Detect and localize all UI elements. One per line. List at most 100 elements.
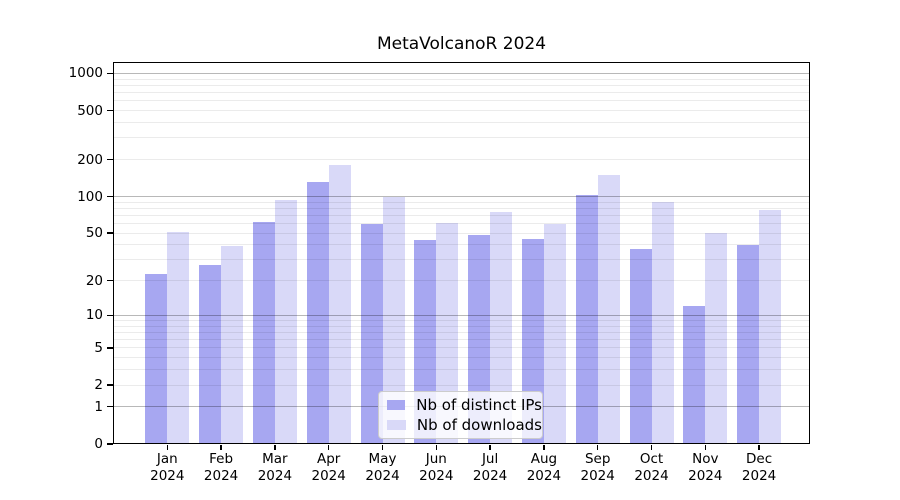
y-tick-label: 5 xyxy=(94,339,103,356)
bar-ips-nov xyxy=(683,306,706,444)
x-label-year: 2024 xyxy=(419,467,454,484)
bar-downloads-jul xyxy=(490,212,513,444)
legend: Nb of distinct IPs Nb of downloads xyxy=(378,391,543,439)
gridline-minor xyxy=(113,339,810,341)
gridline-minor xyxy=(113,357,810,359)
gridline-major xyxy=(113,72,810,74)
y-tick-label: 20 xyxy=(85,272,103,289)
gridline-minor xyxy=(113,369,810,371)
y-tick-label: 1 xyxy=(94,398,103,415)
legend-item-downloads: Nb of downloads xyxy=(387,417,542,433)
x-label-month: Jan xyxy=(156,451,178,467)
gridline-minor xyxy=(113,100,810,102)
x-axis-tick xyxy=(543,445,545,450)
bar-downloads-mar xyxy=(274,199,297,444)
y-tick-label: 100 xyxy=(77,188,103,205)
bar-ips-mar xyxy=(252,221,275,444)
y-tick-label: 200 xyxy=(77,151,103,168)
gridline-minor xyxy=(113,78,810,80)
x-label-month: Sep xyxy=(584,451,611,467)
y-axis-tick xyxy=(107,314,113,317)
x-label-year: 2024 xyxy=(472,467,508,484)
bar-downloads-jan xyxy=(167,232,190,444)
y-axis-tick xyxy=(107,195,113,198)
x-axis-tick xyxy=(166,445,168,450)
gridline-minor xyxy=(113,259,810,261)
gridline-minor xyxy=(113,137,810,139)
gridline-minor xyxy=(113,214,810,216)
y-tick-label: 500 xyxy=(77,102,103,119)
gridline-minor xyxy=(113,384,810,386)
x-label-year: 2024 xyxy=(688,467,723,484)
gridline-minor xyxy=(113,347,810,349)
gridline-minor xyxy=(113,332,810,333)
x-label-month: Feb xyxy=(209,451,234,467)
x-axis-tick xyxy=(274,445,276,450)
x-axis-tick xyxy=(758,445,760,450)
x-label-year: 2024 xyxy=(203,467,239,484)
x-label-year: 2024 xyxy=(150,467,185,484)
bar-ips-sep xyxy=(575,194,598,444)
bar-downloads-apr xyxy=(328,164,351,444)
y-axis-tick xyxy=(107,347,113,349)
gridline-minor xyxy=(113,159,810,161)
x-label-month: Jul xyxy=(481,451,499,467)
x-tick-label-jan: Jan 2024 xyxy=(139,451,195,484)
x-tick-label-aug: Aug 2024 xyxy=(516,451,572,484)
y-tick-label: 50 xyxy=(85,225,103,242)
x-tick-label-apr: Apr 2024 xyxy=(301,451,357,484)
bar-downloads-feb xyxy=(221,246,244,444)
x-tick-label-jul: Jul 2024 xyxy=(462,451,518,484)
x-tick-label-oct: Oct 2024 xyxy=(624,451,680,484)
y-axis-tick xyxy=(107,232,113,234)
x-axis-tick xyxy=(328,445,330,450)
y-tick-label: 10 xyxy=(85,307,103,324)
bar-downloads-may xyxy=(382,196,405,444)
gridline-minor xyxy=(113,207,810,209)
x-tick-label-jun: Jun 2024 xyxy=(408,451,464,484)
y-axis-tick xyxy=(107,443,113,445)
y-axis-tick xyxy=(107,384,113,386)
x-label-year: 2024 xyxy=(257,467,293,484)
x-tick-label-nov: Nov 2024 xyxy=(677,451,733,484)
x-axis-tick xyxy=(704,445,706,450)
plot-area xyxy=(113,62,810,444)
gridline-major xyxy=(113,196,810,197)
gridline-minor xyxy=(113,280,810,282)
x-label-year: 2024 xyxy=(634,467,669,484)
legend-swatch-downloads xyxy=(387,420,406,430)
x-label-month: Dec xyxy=(746,451,773,467)
bar-downloads-jun xyxy=(436,222,459,444)
gridline-minor xyxy=(113,232,810,234)
legend-item-distinct-ips: Nb of distinct IPs xyxy=(387,397,542,413)
x-tick-label-mar: Mar 2024 xyxy=(247,451,303,484)
gridline-minor xyxy=(113,92,810,94)
x-axis-tick xyxy=(381,445,384,450)
x-axis-tick xyxy=(489,445,491,450)
legend-label-downloads: Nb of downloads xyxy=(416,416,542,434)
x-tick-label-dec: Dec 2024 xyxy=(731,451,787,484)
bar-downloads-sep xyxy=(597,174,620,444)
gridline-minor xyxy=(113,223,810,224)
gridline-minor xyxy=(113,244,810,246)
y-axis-tick xyxy=(107,109,113,112)
y-axis-tick xyxy=(107,406,113,408)
x-label-year: 2024 xyxy=(580,467,615,484)
gridline-major xyxy=(113,314,810,316)
gridline-minor xyxy=(113,325,810,327)
x-tick-label-feb: Feb 2024 xyxy=(193,451,249,484)
x-label-month: Mar xyxy=(262,451,288,467)
x-label-year: 2024 xyxy=(311,467,346,484)
x-label-year: 2024 xyxy=(741,467,777,484)
bar-ips-may xyxy=(360,224,383,444)
bar-ips-oct xyxy=(629,248,652,444)
legend-swatch-distinct-ips xyxy=(387,400,406,410)
legend-label-distinct-ips: Nb of distinct IPs xyxy=(416,396,542,414)
bar-ips-feb xyxy=(199,265,222,444)
x-axis-tick xyxy=(597,445,599,450)
y-tick-label: 0 xyxy=(94,436,103,452)
x-axis-tick xyxy=(220,445,222,450)
gridline-minor xyxy=(113,122,810,123)
x-axis-tick xyxy=(650,445,653,450)
